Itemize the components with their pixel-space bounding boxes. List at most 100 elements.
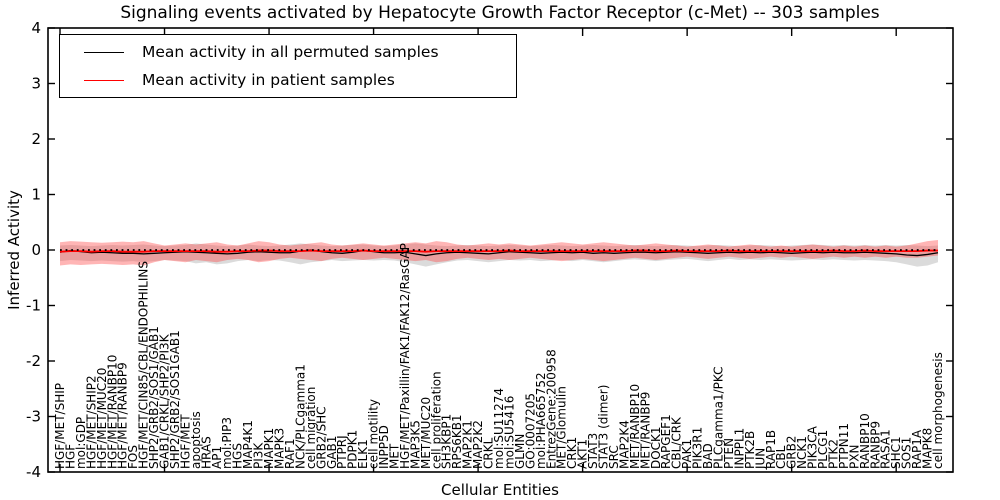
x-category-label: mol:PIP3 [220,417,234,469]
x-category-label: AKT1 [576,439,590,469]
x-category-label: RAPGEF1 [659,414,673,469]
x-category-label: PLCgamma1/PKC [712,366,726,469]
x-category-label: HGF/MET/RANBP10 [105,355,119,469]
x-category-label: SRC [607,445,621,469]
x-category-label: PTEN [722,438,736,469]
x-category-label: cell morphogenesis [931,352,945,469]
x-category-label: PIK3R1 [691,427,705,469]
x-category-label: cell motility [367,399,381,469]
x-category-label: RAP1A [910,429,924,469]
x-category-label: MET/RANBP10 [628,384,642,469]
x-category-label: HGF/MET/CIN85/CBL/ENDOPHILINS [137,261,151,469]
y-tick-label: -3 [26,408,41,426]
x-category-label: RPS6KB1 [450,414,464,469]
x-category-label: mol:SU5416 [502,396,516,469]
x-category-label: HGF/MET/MUC20 [95,368,109,469]
x-category-label: INPPL1 [732,428,746,469]
y-tick-label: -2 [26,352,41,370]
legend-item-permuted: Mean activity in all permuted samples [66,43,506,61]
x-category-label: HGF/MET/SHIP [53,383,67,469]
x-category-label: cell migration [304,387,318,469]
x-category-label: GAB1/CRKL/SHP2/PI3K [158,333,172,469]
x-category-label: PI3K [252,442,266,469]
x-category-label: MAP2K4 [617,420,631,469]
chart-title: Signaling events activated by Hepatocyte… [120,3,880,23]
x-category-label: AP1 [210,446,224,469]
legend-item-patient: Mean activity in patient samples [66,71,506,89]
patient-line-sample-icon [84,79,124,81]
x-category-label: SOS1 [900,437,914,469]
x-category-label: HGF/MET [178,414,192,469]
x-category-label: BAD [701,443,715,469]
x-category-label: HRAS [199,436,213,469]
y-tick-label: 4 [31,19,41,37]
x-category-label: JUN [753,448,767,470]
x-category-label: cell proliferation [429,371,443,469]
x-category-label: FOS [126,445,140,469]
x-category-label: mol:GDP [74,417,88,469]
y-tick-label: 1 [31,186,41,204]
x-category-label: CRKL [482,437,496,469]
x-category-label: GRB2/SHC [314,406,328,469]
x-category-label: RASA1 [879,429,893,469]
x-category-label: MAPK8 [921,428,935,469]
x-category-label: GRB2 [785,435,799,469]
x-category-label: RAP1B [764,430,778,469]
permuted-mean-line [59,249,939,257]
x-category-label: MET [387,443,401,469]
x-category-label: CBL [774,445,788,469]
x-category-label: apoptosis [189,411,203,469]
x-category-label: HGF [63,444,77,469]
x-category-label: EntrezGene:200958 [544,349,558,469]
patient-mean-line [59,249,938,253]
x-category-label: mol:PHA665752 [534,372,548,469]
x-category-label: PXN [847,445,861,469]
x-category-label: MAPK1 [262,428,276,469]
x-category-label: PTK2B [743,431,757,469]
permuted-line-sample-icon [84,51,124,53]
x-category-label: INPP5D [377,425,391,469]
x-category-label: MET/Glomulin [555,386,569,469]
x-category-label: GAB1 [325,436,339,469]
x-category-label: PTK2 [826,439,840,469]
x-category-label: MAP4K1 [241,420,255,469]
x-axis-title: Cellular Entities [441,481,559,499]
y-tick-label: 3 [31,75,41,93]
x-category-label: PLCG1 [816,430,830,469]
x-category-label: MET/MUC20 [419,397,433,469]
x-category-label: HGF/MET/RANBP9 [116,362,130,469]
x-category-label: SHC1 [889,436,903,469]
y-tick-label: -1 [26,297,41,315]
x-category-label: NCK/PLCgamma1 [293,364,307,469]
x-category-label: STAT3 (dimer) [597,385,611,469]
x-category-label: STAT3 [586,433,600,469]
x-category-label: HGF/MET/Paxillin/FAK1/FAK12/RasGAP [398,243,412,469]
x-category-label: MAP2K1 [461,420,475,469]
x-category-label: mol:SU11274 [492,388,506,469]
x-category-label: MAP2K2 [471,420,485,469]
x-category-label: SH3KBP1 [440,414,454,469]
x-category-label: PTPRJ [335,435,349,469]
y-tick-label: 2 [31,130,41,148]
x-category-label: SHP2/GRB2/SOS1/GAB1 [147,326,161,469]
x-category-label: PAK1 [680,439,694,469]
x-category-label: ELK1 [356,439,370,469]
x-category-label: CRK1 [565,437,579,469]
x-category-label: RAF1 [283,438,297,469]
x-category-label: HGS [231,443,245,469]
x-category-label: PDPK1 [346,430,360,469]
x-category-label: GLMN [513,434,527,469]
y-axis-title: Inferred Activity [5,190,23,310]
y-tick-label: -4 [26,463,41,481]
x-category-label: SHP2/GRB2/SOS1GAB1 [168,330,182,469]
x-category-label: PTPN11 [837,423,851,469]
x-category-label: DOCK1 [649,426,663,469]
x-category-label: MAP3K5 [408,420,422,469]
legend-label-patient: Mean activity in patient samples [142,71,395,89]
x-category-label: CBL/CRK [670,416,684,469]
x-category-label: PIK3CA [806,425,820,469]
x-category-label: HGF/MET/SHIP2 [84,375,98,469]
legend: Mean activity in all permuted samples Me… [59,34,517,98]
